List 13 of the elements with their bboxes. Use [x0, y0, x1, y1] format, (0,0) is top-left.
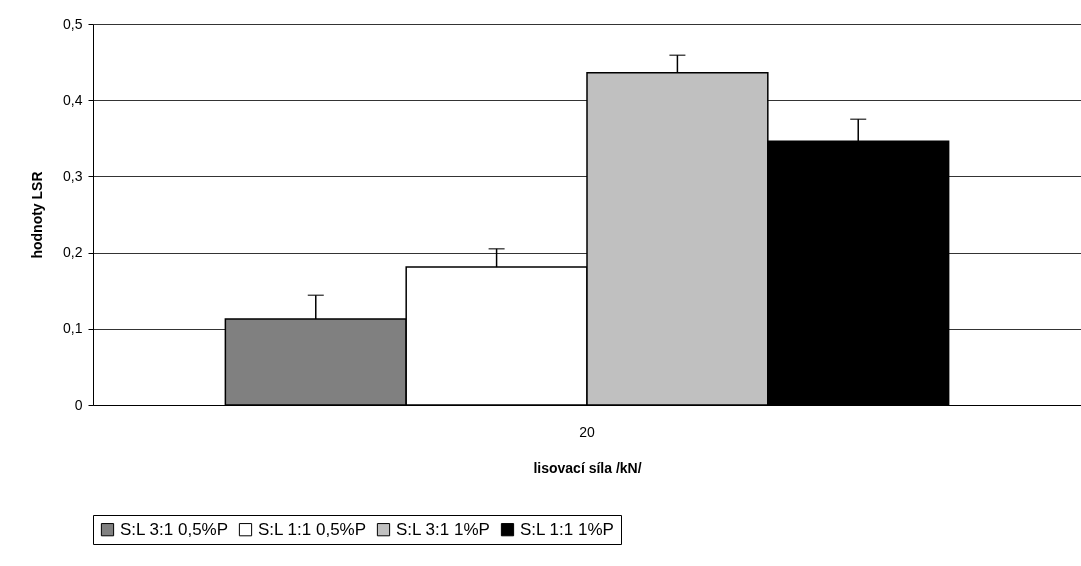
y-tick-label: 0,2 — [63, 244, 83, 261]
legend-label: S:L 3:1 1%P — [396, 519, 490, 539]
y-tick-label: 0,3 — [63, 167, 83, 184]
legend-label: S:L 1:1 1%P — [520, 519, 614, 539]
legend-label: S:L 1:1 0,5%P — [258, 519, 367, 539]
y-tick-label: 0,4 — [63, 91, 83, 108]
y-tick-label: 0,5 — [63, 15, 83, 32]
x-tick-label: 20 — [579, 423, 595, 440]
legend-label: S:L 3:1 0,5%P — [120, 519, 229, 539]
y-axis-title: hodnoty LSR — [29, 171, 46, 259]
x-axis-title: lisovací síla /kN/ — [533, 459, 642, 476]
y-tick-label: 0,1 — [63, 320, 83, 337]
y-tick-label: 0 — [74, 396, 83, 413]
